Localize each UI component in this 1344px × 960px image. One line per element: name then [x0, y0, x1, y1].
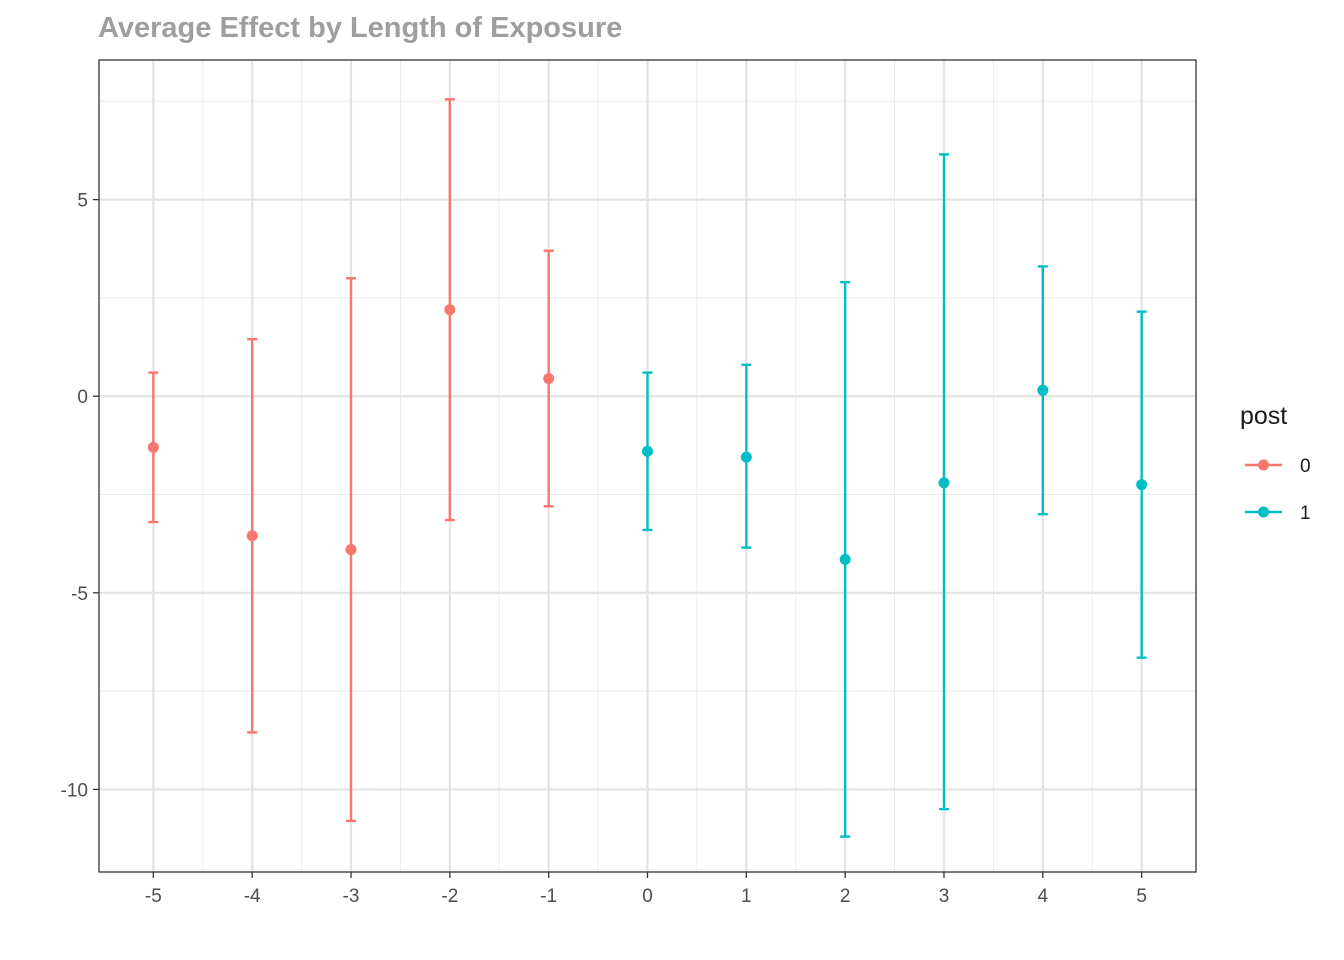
x-tick-label: 4	[1038, 886, 1049, 907]
y-tick-label: 5	[77, 191, 88, 212]
legend-key-point	[1258, 459, 1269, 471]
x-tick-label: -5	[145, 886, 162, 907]
y-tick-label: -10	[61, 780, 88, 801]
data-point	[839, 553, 851, 565]
data-point	[345, 544, 357, 556]
data-point	[444, 304, 456, 316]
x-tick-label: -4	[244, 886, 261, 907]
x-tick-label: -1	[540, 886, 557, 907]
data-point	[1136, 479, 1148, 491]
legend-label: 0	[1300, 456, 1311, 477]
legend-key-point	[1258, 506, 1269, 518]
data-point	[938, 477, 950, 489]
legend-label: 1	[1300, 503, 1311, 524]
data-point	[1037, 384, 1049, 396]
x-tick-label: 3	[939, 886, 950, 907]
data-point	[147, 441, 159, 453]
y-tick-label: 0	[77, 387, 88, 408]
x-tick-label: 1	[741, 886, 752, 907]
x-tick-label: -2	[441, 886, 458, 907]
x-tick-label: -3	[343, 886, 360, 907]
legend: post 01	[1240, 402, 1311, 524]
legend-items: 01	[1245, 456, 1311, 524]
data-point	[642, 445, 653, 457]
y-tick-label: -5	[71, 584, 88, 605]
x-tick-label: 0	[642, 886, 653, 907]
data-point	[246, 530, 258, 542]
legend-title: post	[1240, 402, 1287, 430]
x-tick-label: 2	[840, 886, 851, 907]
data-point	[740, 451, 752, 463]
axes: -5 -4 -3 -2 -1 0 1 2 3 4 5-10-505	[61, 191, 1147, 907]
chart-marks	[147, 98, 1148, 838]
data-point	[543, 373, 555, 385]
x-tick-label: 5	[1136, 886, 1147, 907]
chart-title: Average Effect by Length of Exposure	[98, 12, 622, 44]
